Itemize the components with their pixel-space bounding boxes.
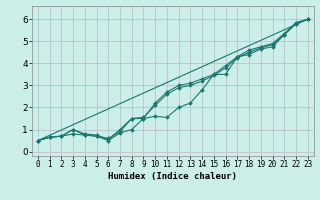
X-axis label: Humidex (Indice chaleur): Humidex (Indice chaleur) xyxy=(108,172,237,181)
